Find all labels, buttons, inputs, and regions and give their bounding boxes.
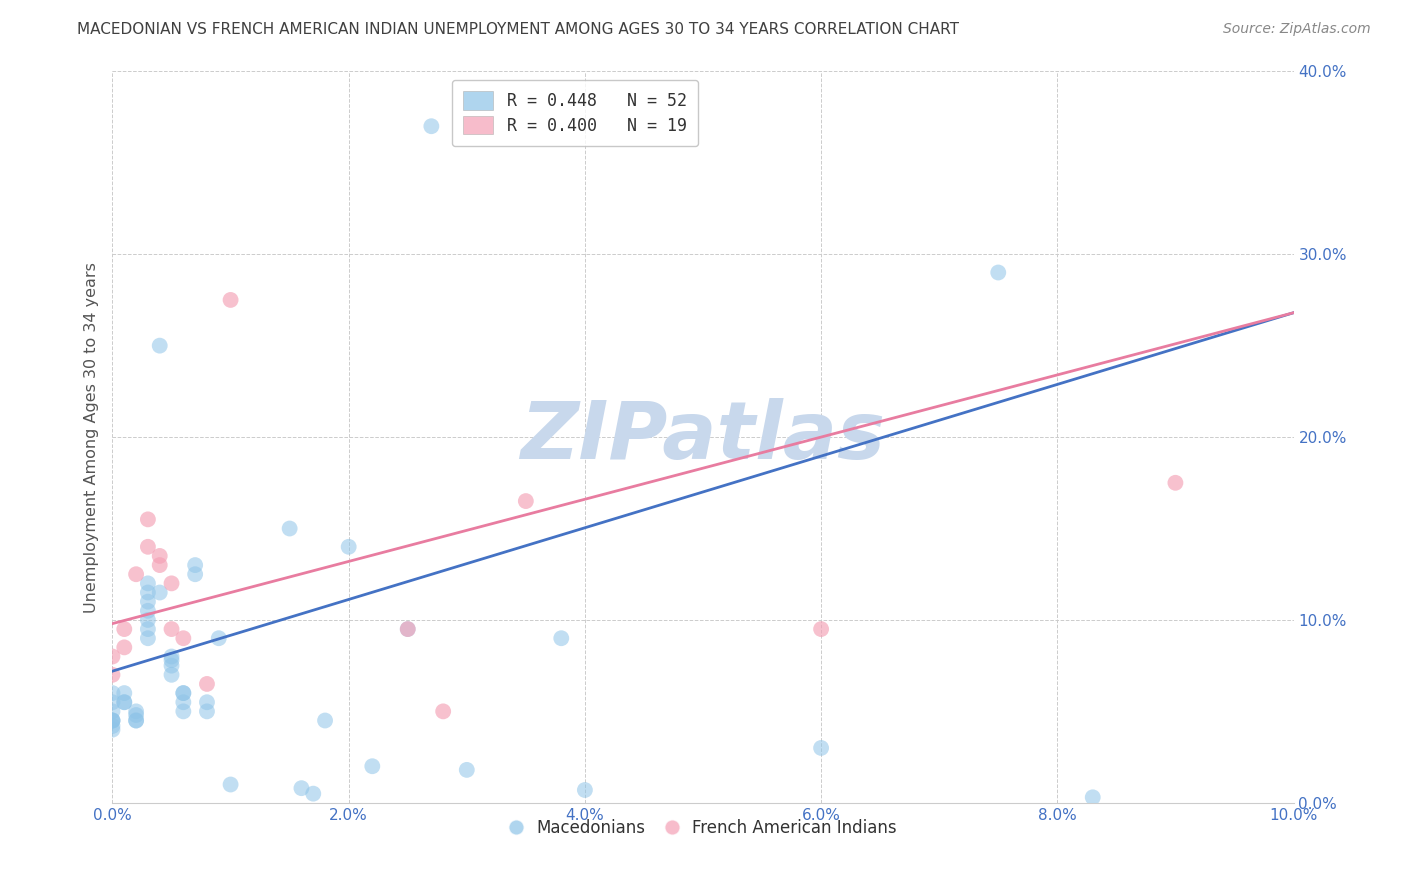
Point <box>219 293 242 307</box>
Point <box>810 622 832 636</box>
Point <box>361 759 384 773</box>
Point <box>101 705 124 719</box>
Y-axis label: Unemployment Among Ages 30 to 34 years: Unemployment Among Ages 30 to 34 years <box>83 261 98 613</box>
Point <box>101 695 124 709</box>
Point <box>195 695 218 709</box>
Text: MACEDONIAN VS FRENCH AMERICAN INDIAN UNEMPLOYMENT AMONG AGES 30 TO 34 YEARS CORR: MACEDONIAN VS FRENCH AMERICAN INDIAN UNE… <box>77 22 959 37</box>
Point <box>149 585 172 599</box>
Point <box>278 521 301 535</box>
Point <box>160 653 183 667</box>
Point <box>550 632 572 646</box>
Point <box>112 640 135 655</box>
Point <box>987 266 1010 280</box>
Point <box>302 787 325 801</box>
Point <box>160 667 183 681</box>
Point <box>149 558 172 573</box>
Point <box>101 719 124 733</box>
Point <box>456 763 478 777</box>
Point <box>125 714 148 728</box>
Point <box>396 622 419 636</box>
Point <box>574 783 596 797</box>
Legend: Macedonians, French American Indians: Macedonians, French American Indians <box>501 811 905 846</box>
Point <box>149 338 172 352</box>
Point <box>420 120 443 134</box>
Point <box>515 494 537 508</box>
Point <box>101 714 124 728</box>
Point <box>101 714 124 728</box>
Point <box>160 576 183 591</box>
Point <box>136 576 159 591</box>
Point <box>136 622 159 636</box>
Point <box>136 585 159 599</box>
Point <box>125 705 148 719</box>
Point <box>125 567 148 582</box>
Point <box>136 632 159 646</box>
Point <box>101 723 124 737</box>
Point <box>160 622 183 636</box>
Point <box>172 695 194 709</box>
Point <box>160 658 183 673</box>
Text: Source: ZipAtlas.com: Source: ZipAtlas.com <box>1223 22 1371 37</box>
Point <box>172 632 194 646</box>
Point <box>314 714 336 728</box>
Point <box>112 695 135 709</box>
Point <box>112 686 135 700</box>
Point <box>101 667 124 681</box>
Point <box>219 778 242 792</box>
Point <box>136 540 159 554</box>
Point <box>136 594 159 608</box>
Point <box>195 677 218 691</box>
Point <box>290 781 312 796</box>
Point <box>172 705 194 719</box>
Point <box>149 549 172 563</box>
Point <box>432 705 454 719</box>
Point <box>184 567 207 582</box>
Point <box>112 695 135 709</box>
Point <box>337 540 360 554</box>
Point <box>396 622 419 636</box>
Point <box>136 613 159 627</box>
Point <box>125 714 148 728</box>
Point <box>101 686 124 700</box>
Point <box>136 604 159 618</box>
Point <box>112 622 135 636</box>
Point <box>172 686 194 700</box>
Point <box>184 558 207 573</box>
Point <box>172 686 194 700</box>
Point <box>810 740 832 755</box>
Point <box>1164 475 1187 490</box>
Point <box>136 512 159 526</box>
Text: ZIPatlas: ZIPatlas <box>520 398 886 476</box>
Point <box>101 714 124 728</box>
Point <box>125 708 148 723</box>
Point <box>101 649 124 664</box>
Point <box>1081 790 1104 805</box>
Point <box>195 705 218 719</box>
Point <box>208 632 231 646</box>
Point <box>160 649 183 664</box>
